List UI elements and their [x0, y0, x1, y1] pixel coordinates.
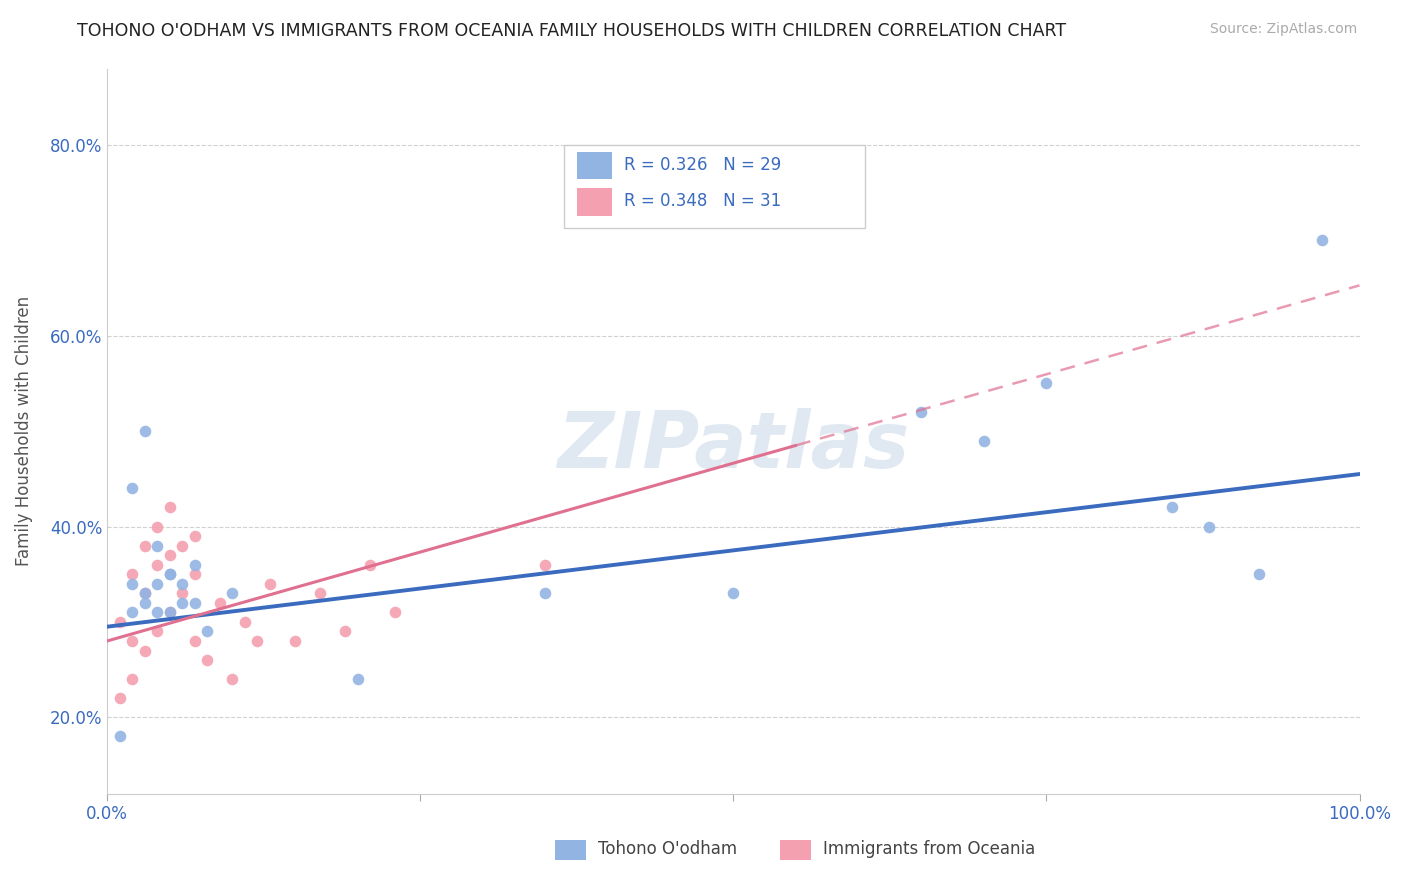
Point — [108, 615, 131, 629]
Point — [159, 567, 181, 582]
Point — [159, 567, 181, 582]
Point — [346, 672, 368, 686]
Point — [134, 539, 156, 553]
Text: Tohono O'odham: Tohono O'odham — [598, 840, 737, 858]
Point — [221, 672, 243, 686]
Point — [172, 576, 194, 591]
Point — [246, 634, 269, 648]
Point — [359, 558, 381, 572]
Point — [723, 586, 745, 600]
Point — [134, 586, 156, 600]
Point — [183, 567, 205, 582]
Point — [159, 548, 181, 562]
Point — [108, 730, 131, 744]
Point — [233, 615, 256, 629]
Point — [183, 558, 205, 572]
Point — [108, 691, 131, 706]
Point — [146, 606, 169, 620]
FancyBboxPatch shape — [576, 152, 612, 179]
Text: R = 0.348   N = 31: R = 0.348 N = 31 — [624, 192, 782, 211]
Point — [1198, 519, 1220, 533]
Point — [183, 529, 205, 543]
Point — [159, 500, 181, 515]
Point — [910, 405, 932, 419]
Point — [146, 558, 169, 572]
Point — [309, 586, 332, 600]
Point — [384, 606, 406, 620]
Point — [146, 519, 169, 533]
Point — [121, 567, 143, 582]
Point — [183, 634, 205, 648]
Point — [121, 481, 143, 495]
Point — [121, 576, 143, 591]
Point — [333, 624, 356, 639]
Point — [534, 558, 557, 572]
Text: Source: ZipAtlas.com: Source: ZipAtlas.com — [1209, 22, 1357, 37]
Point — [1035, 376, 1057, 391]
Point — [121, 634, 143, 648]
Point — [183, 596, 205, 610]
Point — [121, 672, 143, 686]
Point — [195, 624, 218, 639]
Point — [259, 576, 281, 591]
Point — [134, 596, 156, 610]
Point — [134, 586, 156, 600]
FancyBboxPatch shape — [564, 145, 865, 228]
FancyBboxPatch shape — [576, 188, 612, 216]
Point — [534, 586, 557, 600]
Point — [146, 539, 169, 553]
Point — [159, 606, 181, 620]
Point — [973, 434, 995, 448]
Point — [134, 643, 156, 657]
Text: TOHONO O'ODHAM VS IMMIGRANTS FROM OCEANIA FAMILY HOUSEHOLDS WITH CHILDREN CORREL: TOHONO O'ODHAM VS IMMIGRANTS FROM OCEANI… — [77, 22, 1067, 40]
Y-axis label: Family Households with Children: Family Households with Children — [15, 296, 32, 566]
Point — [221, 586, 243, 600]
Text: ZIPatlas: ZIPatlas — [557, 408, 910, 483]
Text: R = 0.326   N = 29: R = 0.326 N = 29 — [624, 156, 782, 174]
Point — [1310, 233, 1333, 247]
Point — [1249, 567, 1271, 582]
Point — [172, 596, 194, 610]
Text: Immigrants from Oceania: Immigrants from Oceania — [823, 840, 1035, 858]
Point — [195, 653, 218, 667]
Point — [208, 596, 231, 610]
Point — [1160, 500, 1182, 515]
Point — [284, 634, 307, 648]
Point — [172, 539, 194, 553]
Point — [146, 624, 169, 639]
Point — [134, 424, 156, 438]
Point — [146, 576, 169, 591]
Point — [159, 606, 181, 620]
Point — [121, 606, 143, 620]
Point — [172, 586, 194, 600]
